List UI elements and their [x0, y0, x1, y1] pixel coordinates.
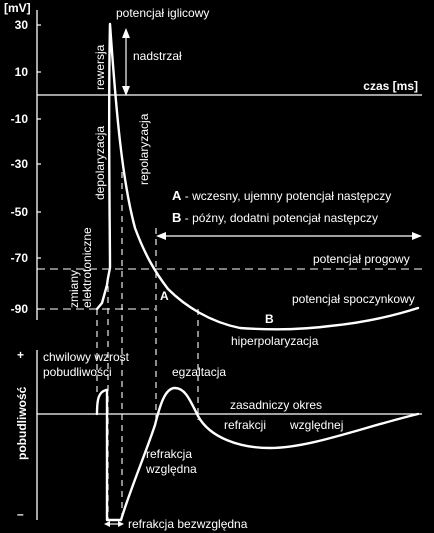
temp-increase-label-1: chwilowy wzrost: [43, 350, 130, 364]
y-ticks: 30 10 -10 -30 -50 -70 -90: [11, 18, 41, 316]
point-b-label: B: [265, 312, 274, 326]
basic-period-label: zasadniczy okres: [230, 398, 322, 412]
repolarization-label: repolaryzacja: [137, 113, 151, 185]
after-potential-span-arrow: [156, 232, 422, 240]
absolute-refractory-label: refrakcja bezwzględna: [128, 517, 248, 531]
exaltation-label: egzaltacja: [172, 365, 226, 379]
point-a-label: A: [160, 289, 169, 303]
threshold-label: potencjał progowy: [313, 252, 410, 266]
relative-refractory-period-label-2: względnej: [289, 418, 343, 432]
reversal-label: rewersja: [93, 44, 107, 90]
resting-label: potencjał spoczynkowy: [292, 292, 415, 306]
y-unit-label: [mV]: [4, 1, 31, 15]
y-tick-label: -70: [11, 251, 29, 265]
minus-sign: –: [17, 507, 24, 521]
legend-b: B - późny, dodatni potencjał następczy: [172, 210, 378, 225]
excitability-curve: [95, 386, 420, 522]
overshoot-arrow: [122, 28, 130, 96]
electrotonic-label-1: zmiany: [67, 270, 81, 308]
y-tick-label: -10: [11, 112, 29, 126]
legend-a: A - wczesny, ujemny potencjał następczy: [172, 188, 391, 203]
y-tick-label: -90: [11, 302, 29, 316]
relative-refractory-label-1: refrakcja: [146, 447, 192, 461]
electrotonic-label-2: elektrotoniczne: [80, 227, 94, 308]
action-potential-curve: [95, 22, 420, 331]
relative-refractory-period-label-1: refrakcji: [224, 418, 266, 432]
y-tick-label: 10: [15, 65, 29, 79]
x-axis-label: czas [ms]: [363, 79, 418, 93]
relative-refractory-label-2: względna: [145, 462, 197, 476]
y-tick-label: -30: [11, 157, 29, 171]
overshoot-label: nadstrzał: [133, 49, 182, 63]
depolarization-label: depolaryzacja: [93, 126, 107, 200]
peak-label: potencjał iglicowy: [116, 6, 209, 20]
hyperpolarization-label: hiperpolaryzacja: [231, 334, 319, 348]
y-tick-label: -50: [11, 205, 29, 219]
y-tick-label: 30: [15, 18, 29, 32]
plus-sign: +: [17, 348, 24, 362]
absolute-refractory-arrow: [104, 521, 124, 527]
excitability-axis-label: pobudliwość: [15, 386, 29, 460]
temp-increase-label-2: pobudliwości: [43, 365, 112, 379]
